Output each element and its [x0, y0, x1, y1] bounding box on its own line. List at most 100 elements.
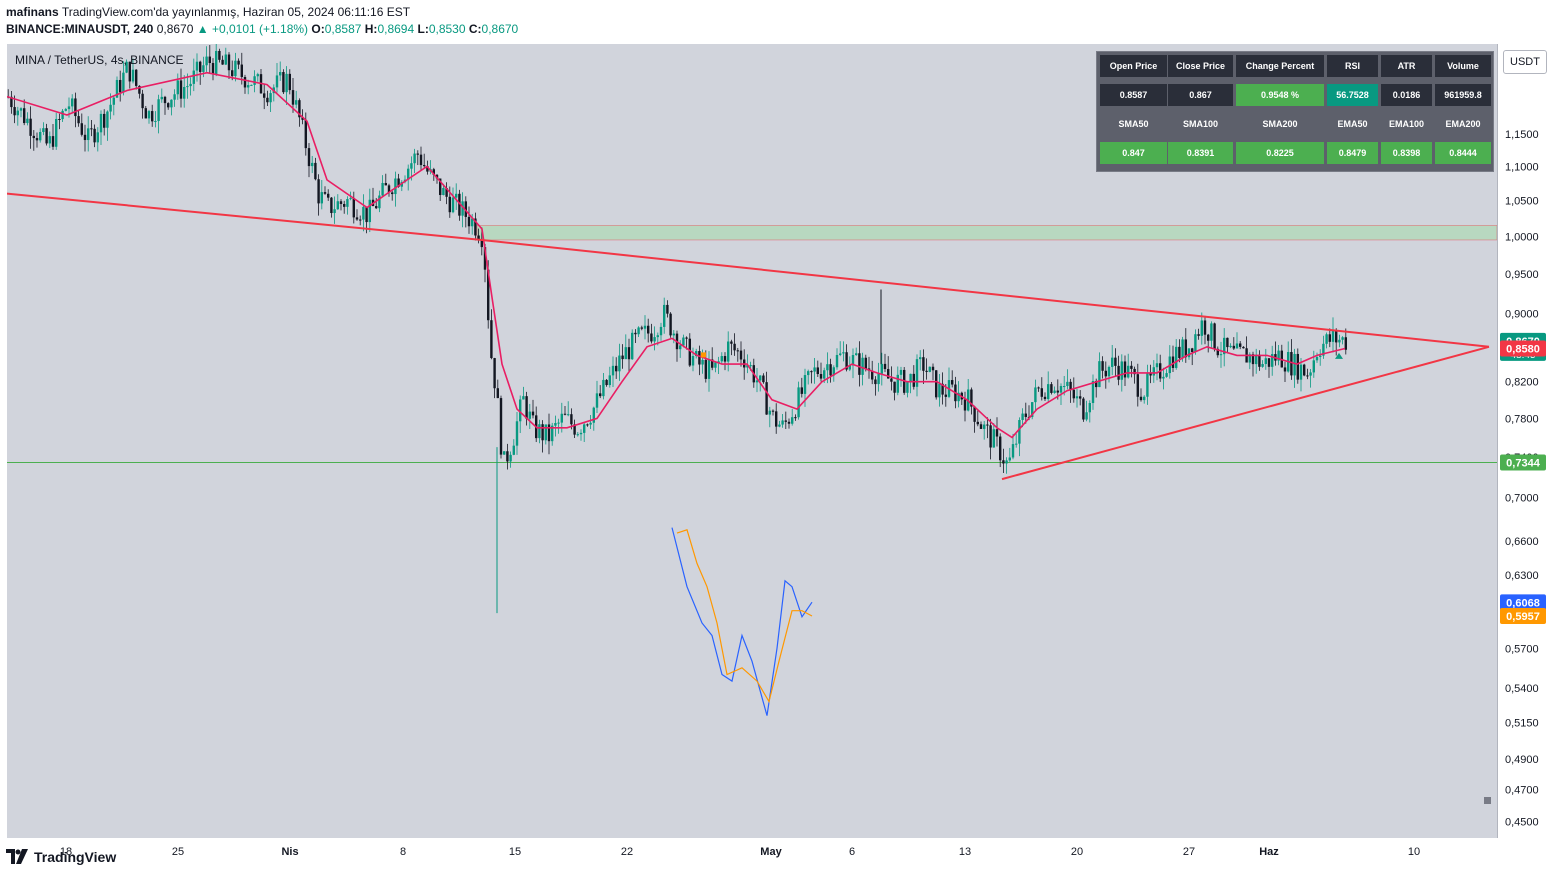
- candle-body: [496, 388, 499, 399]
- candle-body: [138, 85, 141, 94]
- candle-body: [1075, 396, 1079, 399]
- candle-body: [1191, 348, 1194, 353]
- candle-body: [26, 118, 29, 124]
- candle-body: [573, 424, 576, 435]
- candle-body: [1335, 330, 1338, 343]
- table-value-cell: 0.0186: [1381, 84, 1432, 106]
- table-header-cell: Close Price: [1168, 55, 1233, 77]
- candle-body: [266, 97, 269, 103]
- candle-body: [1258, 354, 1261, 367]
- chart-area[interactable]: [7, 44, 1497, 838]
- candle-body: [467, 216, 471, 227]
- table-header-cell: Volume: [1435, 55, 1491, 77]
- table-value-cell: 961959.8: [1435, 84, 1491, 106]
- price-chart[interactable]: [7, 44, 1497, 838]
- candle-body: [1267, 358, 1271, 367]
- candle-body: [378, 195, 381, 209]
- table-ma-value: 0.8444: [1435, 142, 1491, 164]
- candle-body: [339, 201, 343, 205]
- candle-body: [282, 72, 285, 93]
- candle-body: [320, 192, 323, 204]
- candle-body: [183, 86, 186, 99]
- table-value-cell: 56.7528: [1327, 84, 1378, 106]
- candle-body: [349, 198, 352, 200]
- candle-body: [963, 399, 967, 411]
- candle-body: [679, 345, 682, 350]
- candle-body: [893, 381, 896, 393]
- candle-body: [983, 424, 986, 429]
- candle-body: [1021, 413, 1024, 421]
- candle-body: [205, 56, 208, 66]
- candle-body: [1165, 373, 1168, 377]
- symbol-label: BINANCE:MINAUSDT, 240: [6, 22, 154, 36]
- candle-body: [691, 356, 695, 366]
- high-label: H:: [364, 22, 378, 36]
- candle-body: [807, 371, 810, 376]
- candle-body: [314, 162, 317, 180]
- table-value-cell: 0.9548 %: [1236, 84, 1324, 106]
- price-scale[interactable]: 1,1500 1,1000 1,0500 1,0000 0,9500 0,9000 0,82…: [1497, 44, 1553, 838]
- table-value-cell: 0.867: [1168, 84, 1233, 106]
- candle-body: [931, 366, 935, 371]
- candle-body: [83, 134, 87, 141]
- candle-body: [877, 373, 880, 385]
- candle-body: [48, 136, 51, 144]
- candle-body: [698, 351, 701, 365]
- candle-body: [775, 411, 778, 427]
- candle-body: [1271, 354, 1274, 367]
- candle-body: [503, 451, 506, 455]
- candle-body: [579, 432, 583, 435]
- candle-body: [551, 425, 554, 442]
- candle-body: [1344, 337, 1347, 350]
- candle-body: [291, 90, 295, 105]
- candle-body: [618, 355, 621, 372]
- candle-body: [119, 79, 122, 93]
- candle-body: [1059, 386, 1063, 393]
- candle-body: [1309, 372, 1312, 376]
- candle-body: [1130, 365, 1133, 369]
- candle-body: [1315, 356, 1319, 361]
- candle-body: [768, 410, 771, 415]
- time-scale[interactable]: 18 25 Nis 8 15 22 May 6 13 20 27 Haz 10: [7, 838, 1497, 864]
- low-label: L:: [417, 22, 429, 36]
- candle-body: [1018, 420, 1021, 444]
- candle-body: [1213, 323, 1216, 349]
- candle-body: [1143, 396, 1146, 401]
- candle-body: [557, 422, 560, 424]
- candle-body: [912, 373, 915, 387]
- candle-body: [682, 337, 685, 346]
- price-label-bg: [1500, 340, 1546, 357]
- candle-body: [1207, 334, 1210, 341]
- candle-body: [909, 373, 912, 382]
- candle-body: [19, 108, 23, 111]
- candle-body: [589, 422, 592, 425]
- table-header-cell: Change Percent: [1236, 55, 1324, 77]
- price-tick-label: 0,9000: [1505, 309, 1539, 321]
- candle-body: [711, 359, 714, 368]
- candle-body: [631, 332, 634, 360]
- candle-body: [45, 128, 48, 144]
- time-tick-label: 13: [959, 846, 971, 858]
- candle-body: [826, 364, 829, 371]
- candle-body: [567, 414, 570, 416]
- candle-body: [541, 424, 544, 441]
- candle-body: [880, 363, 883, 374]
- price-tick-label: 1,0000: [1505, 231, 1539, 243]
- candle-body: [803, 375, 807, 394]
- candle-body: [1136, 374, 1139, 397]
- candle-body: [1226, 337, 1229, 348]
- candle-body: [759, 375, 762, 381]
- candle-body: [1299, 364, 1303, 380]
- table-ma-label: EMA50: [1337, 119, 1368, 129]
- candle-body: [653, 337, 656, 342]
- candle-body: [1034, 387, 1037, 403]
- candle-body: [976, 421, 979, 425]
- price-tick-label: 0,4900: [1505, 754, 1539, 766]
- time-tick-label: 20: [1071, 846, 1083, 858]
- candle-body: [1242, 346, 1245, 349]
- lower-trendline: [1001, 345, 1490, 481]
- tradingview-logo[interactable]: TradingView: [6, 848, 116, 866]
- currency-button[interactable]: USDT: [1503, 50, 1547, 74]
- scroll-indicator: [1484, 797, 1491, 804]
- candle-body: [874, 379, 877, 385]
